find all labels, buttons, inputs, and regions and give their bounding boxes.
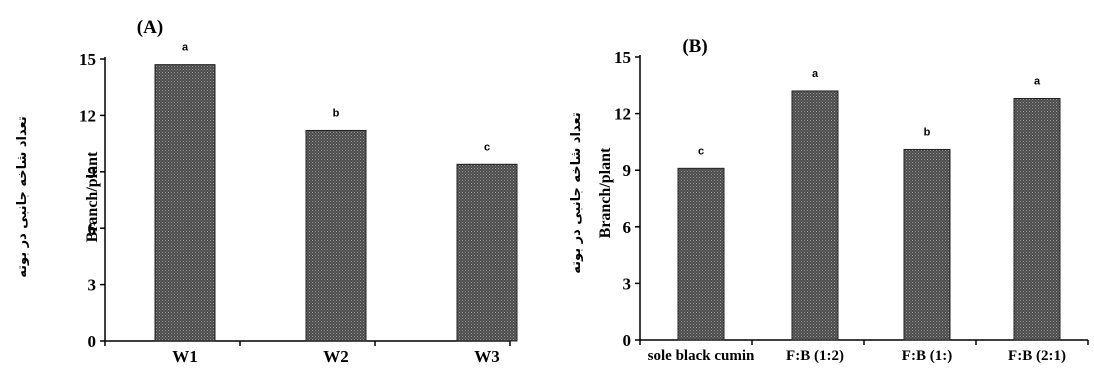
y-tick-label: 12 — [614, 105, 631, 124]
y-tick-label: 3 — [623, 274, 632, 293]
y-axis-label: Branch/plant — [84, 151, 101, 242]
y-axis-label-persian: تعداد شاخه جانبی در بوته — [15, 116, 30, 277]
x-category-label: F:B (2:1) — [1008, 348, 1066, 364]
x-category-label: sole black cumin — [648, 348, 755, 364]
x-category-label: W1 — [172, 347, 198, 366]
y-tick-label: 6 — [623, 218, 632, 237]
y-tick-label: 9 — [623, 161, 632, 180]
y-tick-label: 15 — [614, 48, 631, 67]
y-tick-label: 6 — [88, 219, 97, 238]
y-axis-label: Branch/plant — [597, 147, 614, 238]
chart-panel-a: (A) 0 3 6 9 12 15 a W1 b W2 c W3 Branch/plant تعداد شا… — [15, 17, 518, 366]
significance-label: a — [182, 42, 189, 54]
significance-label: b — [333, 107, 340, 119]
significance-label: a — [812, 68, 819, 80]
y-tick-label: 0 — [623, 331, 632, 350]
bar-f-b-1-2- — [791, 90, 839, 341]
significance-label: a — [1034, 76, 1041, 88]
y-tick-label: 15 — [79, 50, 96, 69]
bar-sole-black-cumin — [677, 167, 725, 341]
bar-f-b-2-1- — [1013, 98, 1061, 341]
bar-w1 — [154, 64, 216, 342]
bar-w2 — [305, 129, 367, 342]
x-category-label: F:B (1:) — [902, 348, 952, 364]
chart-panel-b: (B) 0 3 6 9 12 15 c sole black cumin a F:B (1:2) b F… — [569, 36, 1089, 364]
significance-label: c — [484, 141, 490, 153]
y-tick-label: 3 — [88, 276, 97, 295]
y-axis-label-persian: تعداد شاخه جانبی در بوته — [569, 112, 584, 273]
y-tick-label: 0 — [88, 332, 97, 351]
x-category-label: W2 — [323, 347, 349, 366]
y-tick-label: 9 — [88, 163, 97, 182]
y-tick-label: 12 — [79, 106, 96, 125]
significance-label: c — [698, 145, 704, 157]
panel-label: (A) — [137, 17, 163, 38]
bar-f-b-1- — [903, 148, 951, 341]
x-category-label: F:B (1:2) — [786, 348, 844, 364]
panel-label: (B) — [682, 36, 707, 57]
x-category-label: W3 — [474, 347, 500, 366]
bar-w3 — [456, 163, 518, 342]
significance-label: b — [924, 126, 931, 138]
